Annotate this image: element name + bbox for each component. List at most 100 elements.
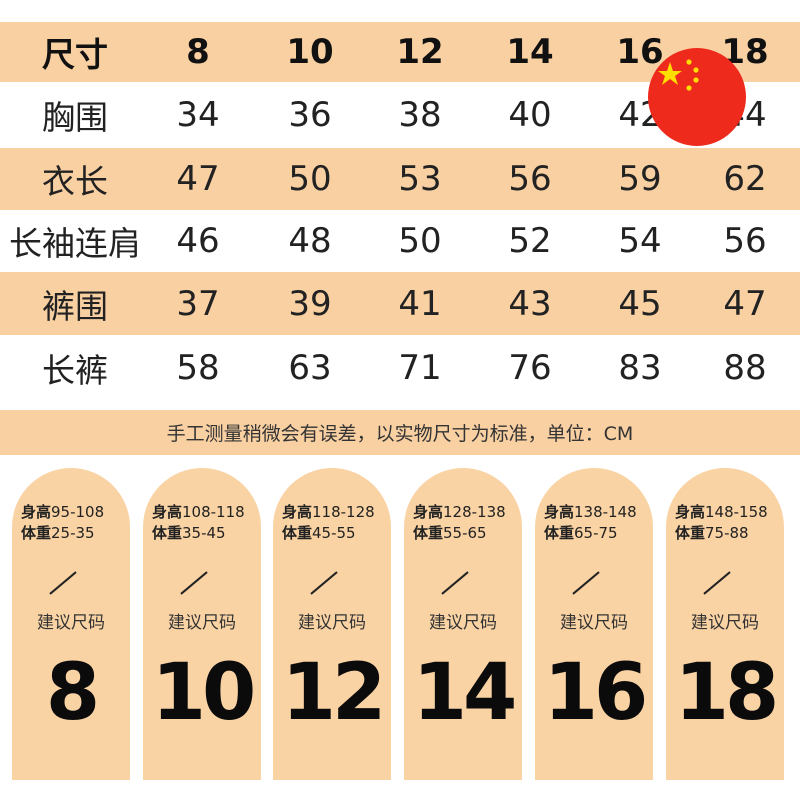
divider-slash [572,571,600,595]
weight-range: 35-45 [182,524,226,542]
table-cell: 50 [398,221,442,261]
height-weight: 身高118-128 体重45-55 [282,502,375,544]
size-card: 身高95-108 体重25-35 建议尺码 8 [12,468,130,780]
height-weight: 身高128-138 体重55-65 [413,502,506,544]
table-cell: 39 [288,283,332,324]
suggest-label: 建议尺码 [168,613,236,633]
table-cell: 36 [288,95,332,135]
header-size: 12 [396,32,444,72]
height-weight: 身高108-118 体重35-45 [152,502,245,544]
table-cell: 59 [618,159,662,199]
header-label: 尺寸 [42,35,108,74]
divider-slash [703,571,731,595]
height-weight: 身高95-108 体重25-35 [21,502,104,544]
suggested-size: 10 [151,648,257,738]
table-cell: 63 [288,347,332,388]
row-label: 胸围 [42,98,108,137]
row-label: 长裤 [42,350,108,390]
table-cell: 38 [398,95,442,135]
table-cell: 47 [723,283,767,324]
height-label: 身高 [21,503,52,521]
height-label: 身高 [282,503,313,521]
height-range: 108-118 [182,503,245,521]
row-label: 裤围 [42,286,108,326]
height-label: 身高 [152,503,183,521]
suggested-size: 12 [281,648,387,738]
table-cell: 53 [398,159,442,199]
height-range: 148-158 [705,503,768,521]
height-weight: 身高148-158 体重75-88 [675,502,768,544]
table-cell: 56 [508,159,552,199]
table-cell: 83 [618,347,662,388]
height-weight: 身高138-148 体重65-75 [544,502,637,544]
table-cell: 40 [508,95,552,135]
weight-label: 体重 [544,524,575,542]
table-row: 长裤 58 63 71 76 83 88 [0,335,800,400]
suggested-size: 8 [45,648,100,738]
table-cell: 50 [288,159,332,199]
size-card: 身高128-138 体重55-65 建议尺码 14 [404,468,522,780]
measurement-note: 手工测量稍微会有误差，以实物尺寸为标准，单位：CM [0,410,800,455]
weight-range: 75-88 [705,524,749,542]
divider-slash [310,571,338,595]
suggest-label: 建议尺码 [298,613,366,633]
height-range: 118-128 [312,503,375,521]
table-cell: 56 [723,221,767,261]
table-cell: 58 [176,347,220,388]
size-card: 身高138-148 体重65-75 建议尺码 16 [535,468,653,780]
table-cell: 52 [508,221,552,261]
height-range: 128-138 [443,503,506,521]
table-cell: 62 [723,159,767,199]
table-cell: 43 [508,283,552,324]
table-cell: 76 [508,347,552,388]
suggest-label: 建议尺码 [691,613,759,633]
weight-label: 体重 [21,524,52,542]
table-cell: 41 [398,283,442,324]
table-row: 裤围 37 39 41 43 45 47 [0,272,800,335]
divider-slash [180,571,208,595]
divider-slash [441,571,469,595]
weight-label: 体重 [282,524,313,542]
suggest-label: 建议尺码 [429,613,497,633]
table-cell: 47 [176,159,220,199]
size-card: 身高108-118 体重35-45 建议尺码 10 [143,468,261,780]
header-size: 14 [506,32,554,72]
table-cell: 71 [398,347,442,388]
header-size: 8 [186,32,210,72]
china-flag-icon [648,48,746,146]
weight-range: 45-55 [312,524,356,542]
height-label: 身高 [675,503,706,521]
table-cell: 48 [288,221,332,261]
suggest-label: 建议尺码 [37,613,105,633]
height-range: 138-148 [574,503,637,521]
suggest-label: 建议尺码 [560,613,628,633]
header-size: 10 [286,32,334,72]
weight-label: 体重 [152,524,183,542]
table-cell: 54 [618,221,662,261]
suggested-size: 14 [412,648,518,738]
size-card: 身高118-128 体重45-55 建议尺码 12 [273,468,391,780]
weight-label: 体重 [675,524,706,542]
weight-range: 25-35 [51,524,95,542]
height-label: 身高 [413,503,444,521]
header-size: 16 [616,32,664,72]
table-cell: 88 [723,347,767,388]
suggested-size: 16 [543,648,649,738]
table-cell: 45 [618,283,662,324]
size-card: 身高148-158 体重75-88 建议尺码 18 [666,468,784,780]
row-label: 长袖连肩 [9,224,141,263]
height-range: 95-108 [51,503,105,521]
height-label: 身高 [544,503,575,521]
table-cell: 37 [176,283,220,324]
suggested-size: 18 [674,648,780,738]
weight-label: 体重 [413,524,444,542]
divider-slash [49,571,77,595]
table-cell: 34 [176,95,220,135]
weight-range: 55-65 [443,524,487,542]
table-row: 长袖连肩 46 48 50 52 54 56 [0,210,800,272]
row-label: 衣长 [42,162,108,201]
table-header: 尺寸 8 10 12 14 16 18 [0,22,800,82]
weight-range: 65-75 [574,524,618,542]
table-cell: 46 [176,221,220,261]
table-row: 衣长 47 50 53 56 59 62 [0,148,800,210]
